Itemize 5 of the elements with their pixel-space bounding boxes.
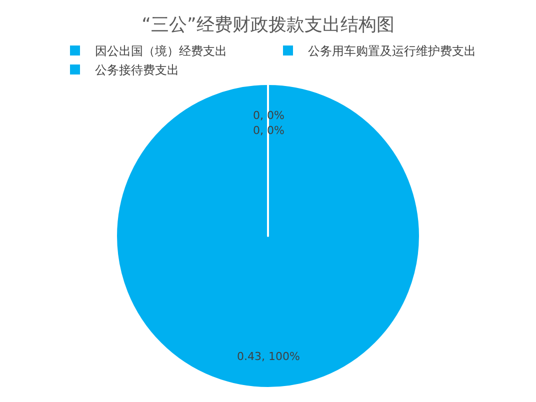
data-label: 0.43, 100% — [237, 350, 300, 363]
legend-label: 公务用车购置及运行维护费支出 — [308, 44, 476, 58]
legend-label: 公务接待费支出 — [95, 63, 179, 78]
chart-title: “三公”经费财政拨款支出结构图 — [142, 14, 394, 36]
legend-label: 因公出国（境）经费支出 — [95, 44, 227, 58]
